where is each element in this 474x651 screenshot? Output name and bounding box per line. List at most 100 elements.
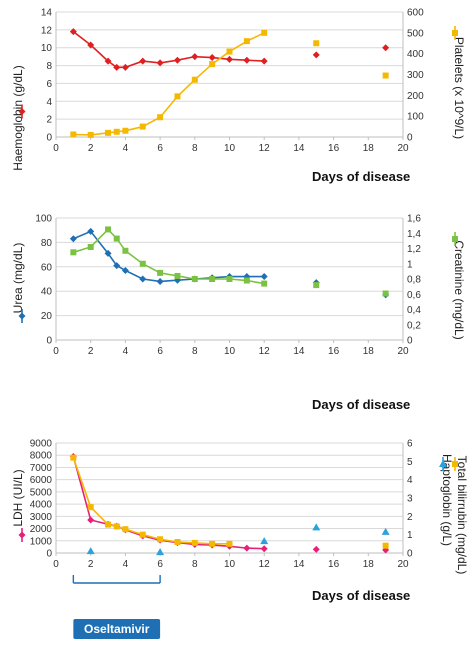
data-point [260, 57, 268, 65]
left-tick-label: 8 [46, 61, 52, 72]
x-tick-label: 14 [293, 346, 305, 357]
legend-marker [452, 236, 458, 242]
data-point [156, 277, 164, 285]
x-tick-label: 0 [53, 143, 59, 154]
data-point [105, 521, 112, 528]
x-tick-label: 16 [328, 559, 340, 570]
panel-urea-creatinine: Urea (mg/dL) Creatinine (mg/dL) Days of … [11, 214, 466, 413]
left-tick-label: 3000 [30, 512, 53, 523]
right-tick-label: 400 [407, 49, 424, 60]
data-point [139, 275, 147, 283]
data-point [261, 29, 268, 36]
right-tick-label: 500 [407, 28, 424, 39]
data-point [243, 38, 250, 45]
data-point [260, 273, 268, 281]
x-tick-label: 8 [192, 143, 198, 154]
data-point [70, 249, 77, 256]
right-tick-label: 0 [407, 133, 413, 144]
data-point [87, 516, 95, 524]
data-point [174, 539, 181, 545]
data-point [260, 537, 269, 545]
data-point [113, 128, 120, 135]
series-haptoglobin-g-l- [86, 523, 390, 556]
data-point [87, 243, 94, 250]
data-point [191, 76, 198, 83]
data-point [312, 523, 321, 531]
left-tick-label: 60 [41, 262, 53, 273]
right-tick-label: 0,2 [407, 320, 421, 331]
legend-marker [452, 30, 458, 36]
data-point [69, 28, 77, 36]
left-tick-label: 14 [41, 8, 53, 19]
panel-haemoglobin-platelets: Haemoglobin (g/dL) Platelets (x 10^9/L) … [11, 8, 466, 185]
data-point [87, 131, 94, 138]
legend-marker [18, 108, 26, 115]
data-point [382, 542, 389, 549]
data-point [191, 53, 199, 61]
data-point [226, 55, 233, 63]
panel1-x-axis-title: Days of disease [312, 169, 410, 184]
oseltamivir-label: Oseltamivir [84, 622, 150, 636]
left-tick-label: 7000 [30, 463, 53, 474]
right-tick-label: 1,4 [407, 229, 421, 240]
panel1-axis-legend-markers [18, 26, 458, 119]
right-tick-label: 4 [407, 475, 413, 486]
left-tick-label: 0 [46, 133, 52, 144]
treatment-bracket [72, 575, 161, 584]
data-point [104, 57, 112, 65]
data-point [312, 545, 320, 553]
right-tick-label: 2 [407, 512, 413, 523]
series-total-bilirrubin-mg-dl- [70, 454, 389, 549]
x-tick-label: 8 [192, 559, 198, 570]
x-tick-label: 2 [88, 559, 94, 570]
left-tick-label: 0 [46, 336, 52, 347]
x-tick-label: 14 [293, 143, 305, 154]
x-tick-label: 18 [363, 559, 375, 570]
left-tick-label: 8000 [30, 451, 53, 462]
data-point [209, 540, 216, 547]
data-point [243, 56, 251, 64]
left-tick-label: 2000 [30, 524, 53, 535]
data-point [157, 114, 164, 121]
data-point [139, 57, 147, 65]
data-point [113, 235, 120, 242]
treatment-bar: Oseltamivir [73, 619, 161, 639]
panel3-right-axis-title-bilirubin: Total bilirrubin (mg/dL) [455, 456, 469, 575]
data-point [113, 523, 120, 530]
data-point [260, 545, 268, 553]
x-tick-label: 14 [293, 559, 305, 570]
data-point [70, 131, 77, 138]
data-point [122, 526, 129, 533]
data-point [105, 129, 112, 136]
left-tick-label: 4 [46, 97, 52, 108]
data-point [157, 269, 164, 276]
data-point [382, 44, 390, 52]
x-tick-label: 16 [328, 346, 340, 357]
x-tick-label: 12 [259, 143, 271, 154]
left-tick-label: 4000 [30, 500, 53, 511]
data-point [87, 504, 94, 511]
left-tick-label: 20 [41, 311, 53, 322]
legend-marker [18, 312, 26, 320]
x-tick-label: 16 [328, 143, 340, 154]
series-platelets-x-10-9-l- [70, 29, 389, 138]
x-tick-label: 8 [192, 346, 198, 357]
right-tick-label: 600 [407, 8, 424, 19]
x-tick-label: 20 [397, 346, 409, 357]
data-point [105, 226, 112, 233]
x-tick-label: 12 [259, 559, 271, 570]
panel3-axis-legend-markers [18, 457, 458, 542]
x-tick-label: 2 [88, 346, 94, 357]
panel3-x-axis-title: Days of disease [312, 588, 410, 603]
data-point [382, 290, 389, 297]
x-tick-label: 12 [259, 346, 271, 357]
left-tick-label: 10 [41, 43, 53, 54]
panel3-left-axis-title: LDH (UI/L) [11, 469, 25, 526]
x-tick-label: 20 [397, 559, 409, 570]
x-tick-label: 6 [157, 559, 163, 570]
right-tick-label: 1,2 [407, 244, 421, 255]
data-point [381, 527, 390, 535]
data-point [121, 63, 129, 71]
